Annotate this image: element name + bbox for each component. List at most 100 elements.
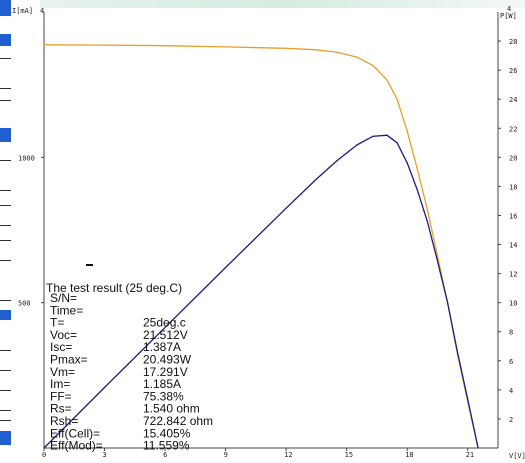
side-strip-divider-7	[0, 240, 11, 241]
y-right-tick-label-6: 14	[509, 242, 517, 250]
result-value-4: 1.387A	[143, 340, 181, 354]
y-right-tick-label-11: 24	[509, 96, 517, 104]
result-label-7: Im=	[50, 377, 70, 391]
y-right-tick-label-0: 2	[509, 416, 513, 424]
result-value-6: 17.291V	[143, 365, 188, 379]
series-0-point-1	[103, 44, 106, 46]
result-label-10: Rsh=	[50, 414, 78, 428]
side-strip-divider-0	[0, 58, 11, 59]
series-1-point-16	[457, 352, 459, 354]
series-0-point-3	[225, 46, 227, 48]
x-tick-label-6: 18	[405, 451, 413, 459]
y-right-tick-label-8: 18	[509, 183, 517, 191]
side-strip-divider-11	[0, 370, 11, 371]
series-0-point-11	[406, 130, 408, 132]
side-strip-divider-12	[0, 390, 11, 391]
result-label-8: FF=	[50, 389, 72, 403]
x-axis-label: V[V]	[509, 452, 525, 460]
series-1-point-0	[43, 447, 45, 449]
side-strip-divider-8	[0, 260, 11, 261]
top-banner-strip	[40, 0, 525, 8]
side-strip-divider-9	[0, 300, 11, 301]
series-0-point-13	[426, 209, 428, 211]
result-label-3: Voc=	[50, 328, 77, 342]
y-right-tick-label-7: 16	[509, 212, 517, 220]
series-1-point-12	[416, 189, 418, 191]
series-1-point-7	[356, 144, 358, 146]
axis-ticks	[41, 40, 501, 451]
y-right-tick-label-4: 10	[509, 300, 517, 308]
y-right-tick-label-5: 12	[509, 271, 517, 279]
series-1-point-15	[447, 302, 449, 304]
series-0-point-10	[396, 98, 398, 100]
x-tick-label-2: 6	[163, 451, 167, 459]
x-tick-label-0: 0	[42, 451, 46, 459]
y-right-tick-label-10: 22	[509, 125, 517, 133]
small-dash-mark	[86, 264, 93, 266]
side-strip-divider-1	[0, 88, 11, 89]
result-value-9: 1.540 ohm	[143, 402, 200, 416]
result-label-0: S/N=	[50, 291, 77, 305]
series-0-point-14	[436, 255, 439, 257]
y-left-axis-label: I[mA]	[12, 7, 33, 15]
x-tick-label-5: 15	[345, 451, 353, 459]
x-tick-label-3: 9	[224, 451, 228, 459]
side-strip-divider-13	[0, 410, 11, 411]
y-left-top-tick-label: 4	[40, 7, 44, 15]
x-tick-label-4: 12	[284, 451, 292, 459]
result-label-1: Time=	[50, 303, 83, 317]
result-label-12: Eff(Mod)=	[50, 439, 103, 453]
series-0-point-7	[356, 56, 358, 58]
series-1-point-13	[426, 221, 428, 223]
series-1-point-8	[372, 135, 374, 137]
series-1-point-9	[386, 134, 388, 136]
side-strip-divider-4	[0, 190, 11, 191]
side-strip-divider-5	[0, 205, 11, 206]
y-right-tick-label-2: 6	[509, 358, 513, 366]
series-1-point-18	[477, 447, 479, 449]
y-left-tick-label-0: 500	[18, 300, 31, 308]
test-result-panel: The test result (25 deg.C) S/N=Time=T= 25…	[46, 281, 213, 453]
side-strip-divider-3	[0, 160, 11, 161]
result-label-11: Eff(Cell)=	[50, 426, 100, 440]
side-strip-block-2	[0, 128, 11, 142]
series-1-point-6	[336, 160, 338, 162]
result-label-9: Rs=	[50, 402, 72, 416]
y-left-tick-label-1: 1000	[18, 154, 35, 162]
side-strip-divider-2	[0, 100, 11, 101]
series-line-0	[43, 44, 479, 449]
y-right-tick-label-3: 8	[509, 329, 513, 337]
side-strip-block-4	[0, 431, 11, 445]
side-strip-block-0	[0, 0, 11, 16]
y-right-tick-label-12: 26	[509, 67, 517, 75]
side-strip-block-1	[0, 34, 11, 46]
series-1-point-14	[436, 260, 439, 262]
series-1-point-2	[164, 326, 166, 328]
result-label-4: Isc=	[50, 340, 72, 354]
series-0-point-9	[386, 79, 388, 81]
series-1-point-10	[396, 142, 398, 144]
result-value-3: 21.512V	[143, 328, 188, 342]
y-right-top-tick-label: 4	[507, 5, 511, 13]
series-0-point-5	[315, 49, 317, 51]
result-value-11: 15.405%	[143, 426, 191, 440]
result-value-2: 25deg.c	[143, 316, 186, 330]
series-1-point-17	[467, 398, 469, 400]
series-0-point-4	[285, 47, 287, 49]
result-value-8: 75.38%	[143, 389, 184, 403]
series-layer	[43, 44, 479, 449]
y-right-tick-label-13: 28	[509, 38, 517, 46]
axis-tick-labels: 0 3 6 9 12 15 18 215001000424681012141618202224…	[18, 5, 517, 459]
result-value-7: 1.185A	[143, 377, 181, 391]
series-1-point-1	[103, 386, 106, 389]
series-0-point-12	[416, 168, 418, 170]
series-1-point-4	[285, 207, 287, 209]
side-strip-block-3	[0, 310, 11, 320]
series-0-point-6	[336, 51, 338, 53]
result-value-5: 20.493W	[143, 353, 192, 367]
series-0-point-0	[43, 44, 45, 46]
series-0-point-2	[164, 45, 166, 47]
series-1-point-11	[406, 162, 408, 164]
y-right-tick-label-9: 20	[509, 154, 517, 162]
